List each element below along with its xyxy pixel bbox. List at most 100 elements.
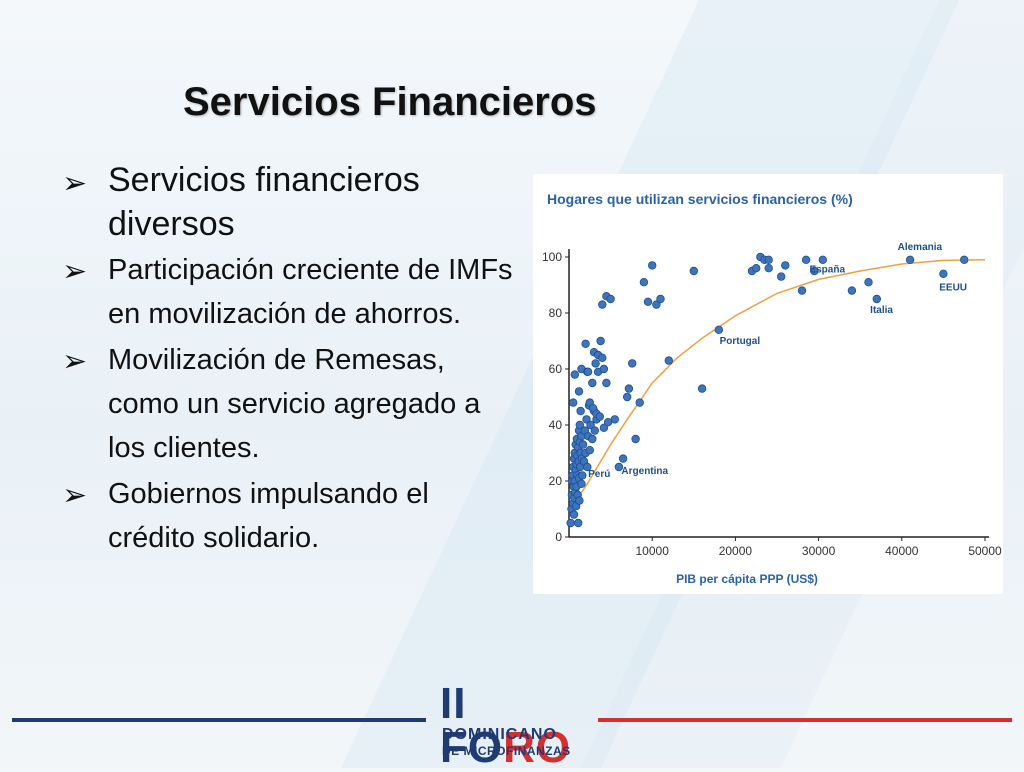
x-tick-label: 20000	[719, 544, 753, 558]
data-point	[602, 378, 611, 388]
data-point	[583, 462, 592, 472]
bullet-text: Gobiernos impulsando el crédito solidari…	[108, 478, 429, 554]
data-point	[574, 387, 584, 396]
data-point	[598, 300, 607, 309]
data-point	[591, 359, 600, 368]
data-point	[599, 364, 609, 374]
y-tick-label: 40	[549, 418, 563, 432]
logo-subtitle: DOMINICANO	[442, 726, 557, 743]
bullet-text: Servicios financieros diversos	[108, 161, 420, 243]
x-tick-label: 50000	[968, 544, 1002, 558]
scatter-chart: Hogares que utilizan servicios financier…	[542, 191, 1002, 586]
data-point	[764, 255, 773, 264]
data-point	[818, 255, 827, 264]
bullet-item: ➢ Movilización de Remesas, como un servi…	[60, 338, 520, 470]
bullet-item: ➢ Participación creciente de IMFs en mov…	[60, 248, 520, 336]
data-point	[575, 420, 584, 430]
footer-line-blue	[12, 718, 426, 722]
data-point	[581, 339, 590, 348]
data-point	[647, 261, 657, 270]
data-point	[764, 263, 773, 273]
data-point	[588, 434, 597, 444]
data-point	[627, 359, 637, 368]
bullet-text: Movilización de Remesas, como un servici…	[108, 344, 481, 464]
bullet-text: Participación creciente de IMFs en movil…	[108, 254, 513, 330]
data-point	[664, 356, 673, 365]
data-point	[714, 325, 723, 334]
arrow-bullet-icon: ➢	[62, 167, 88, 200]
logo-title-part: RO	[503, 723, 572, 772]
data-point	[872, 294, 881, 304]
x-tick-label: 30000	[802, 544, 836, 558]
data-point	[810, 266, 819, 276]
chart-container: Hogares que utilizan servicios financier…	[533, 174, 1003, 594]
data-point	[599, 423, 609, 432]
data-point	[751, 263, 761, 273]
data-point	[939, 269, 948, 278]
point-annotation: Argentina	[621, 466, 668, 477]
data-point	[575, 496, 584, 505]
y-tick-label: 0	[555, 530, 562, 544]
slide-title: Servicios Financieros	[183, 80, 597, 124]
data-point	[570, 370, 579, 379]
data-point	[643, 297, 653, 306]
data-point	[588, 378, 597, 388]
data-point	[595, 412, 605, 421]
data-point	[586, 420, 595, 430]
data-point	[639, 277, 649, 287]
y-tick-label: 100	[542, 250, 562, 264]
data-point	[652, 300, 661, 309]
data-point	[569, 510, 579, 519]
data-point	[574, 518, 583, 528]
data-point	[797, 286, 807, 295]
y-tick-label: 60	[549, 362, 563, 376]
data-point	[578, 440, 588, 449]
data-point	[697, 384, 707, 393]
data-point	[566, 518, 575, 528]
data-point	[864, 277, 873, 287]
data-point	[847, 286, 857, 295]
data-point	[606, 294, 615, 304]
footer-line-red	[598, 718, 1012, 722]
x-axis-label: PIB per cápita PPP (US$)	[676, 572, 818, 586]
logo-title: II FORO	[440, 682, 590, 770]
arrow-bullet-icon: ➢	[62, 479, 88, 512]
data-point	[801, 255, 811, 264]
data-point	[598, 353, 607, 362]
arrow-bullet-icon: ➢	[62, 255, 88, 288]
bullet-item: ➢ Gobiernos impulsando el crédito solida…	[60, 472, 520, 560]
point-annotation: Portugal	[720, 336, 761, 347]
logo-title-part: II FO	[440, 679, 504, 772]
data-point	[583, 367, 593, 376]
data-point	[577, 479, 586, 488]
data-point	[585, 446, 594, 455]
data-point	[576, 406, 585, 416]
point-annotation: Perú	[588, 469, 610, 480]
data-point	[631, 434, 640, 444]
data-point	[781, 261, 790, 270]
data-point	[624, 384, 634, 393]
point-annotation: Alemania	[898, 242, 943, 253]
bullet-item: ➢ Servicios financieros diversos	[60, 158, 520, 246]
data-point	[590, 426, 599, 435]
data-point	[569, 398, 578, 407]
data-point	[689, 266, 698, 276]
data-point	[656, 294, 665, 304]
y-tick-label: 20	[549, 474, 563, 488]
data-point	[582, 415, 591, 424]
point-annotation: Italia	[870, 305, 893, 316]
point-annotation: EEUU	[939, 283, 967, 294]
data-point	[578, 471, 587, 480]
trend-curve	[568, 259, 986, 510]
data-point	[622, 392, 632, 402]
data-point	[776, 272, 786, 281]
data-point	[960, 255, 969, 264]
bullet-list: ➢ Servicios financieros diversos ➢ Parti…	[60, 158, 520, 562]
data-point	[610, 415, 619, 424]
chart-title: Hogares que utilizan servicios financier…	[547, 191, 853, 207]
data-point	[596, 336, 605, 346]
y-tick-label: 80	[549, 306, 563, 320]
forum-logo: II FORO DOMINICANO DE MICROFINANZAS	[440, 682, 590, 770]
x-tick-label: 40000	[885, 544, 919, 558]
logo-subtitle-2: DE MICROFINANZAS	[442, 744, 571, 758]
